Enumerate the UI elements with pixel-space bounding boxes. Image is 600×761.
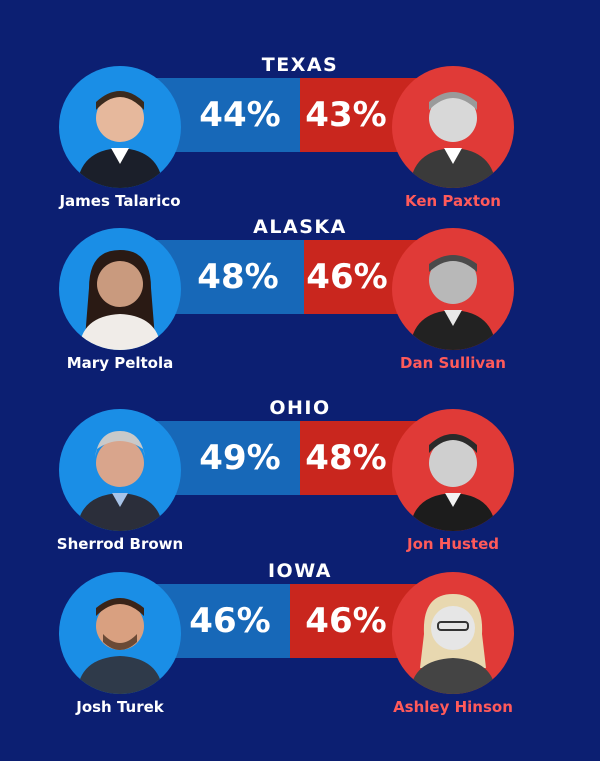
dem-candidate-photo bbox=[59, 66, 181, 188]
rep-percentage: 46% bbox=[306, 257, 388, 297]
rep-candidate-photo bbox=[392, 66, 514, 188]
rep-candidate-photo bbox=[392, 228, 514, 350]
rep-percentage: 46% bbox=[305, 601, 387, 641]
dem-candidate-name: Josh Turek bbox=[76, 698, 164, 716]
rep-percentage: 48% bbox=[305, 438, 387, 478]
rep-percentage: 43% bbox=[305, 95, 387, 135]
dem-candidate-photo bbox=[59, 228, 181, 350]
state-label: OHIO bbox=[269, 397, 331, 419]
rep-candidate-photo bbox=[392, 572, 514, 694]
rep-candidate-name: Ashley Hinson bbox=[393, 698, 513, 716]
dem-candidate-photo bbox=[59, 572, 181, 694]
state-label: ALASKA bbox=[253, 216, 347, 238]
dem-candidate-photo bbox=[59, 409, 181, 531]
rep-candidate-name: Ken Paxton bbox=[405, 192, 501, 210]
race-alaska: ALASKA 48% 46% Mary Peltola Dan Sullivan bbox=[0, 216, 600, 386]
state-label: TEXAS bbox=[261, 54, 339, 76]
dem-percentage: 44% bbox=[199, 95, 281, 135]
dem-candidate-name: Mary Peltola bbox=[66, 354, 174, 372]
dem-candidate-name: James Talarico bbox=[59, 192, 181, 210]
dem-percentage: 48% bbox=[197, 257, 279, 297]
dem-percentage: 49% bbox=[199, 438, 281, 478]
race-iowa: IOWA 46% 46% Josh Turek Ashley Hinson bbox=[0, 560, 600, 730]
rep-candidate-name: Jon Husted bbox=[406, 535, 500, 553]
dem-candidate-name: Sherrod Brown bbox=[56, 535, 184, 553]
dem-percentage: 46% bbox=[189, 601, 271, 641]
state-label: IOWA bbox=[267, 560, 333, 582]
race-texas: TEXAS 44% 43% James Talarico Ken Paxton bbox=[0, 54, 600, 224]
race-ohio: OHIO 49% 48% Sherrod Brown Jon Husted bbox=[0, 397, 600, 567]
rep-candidate-name: Dan Sullivan bbox=[400, 354, 506, 372]
rep-candidate-photo bbox=[392, 409, 514, 531]
